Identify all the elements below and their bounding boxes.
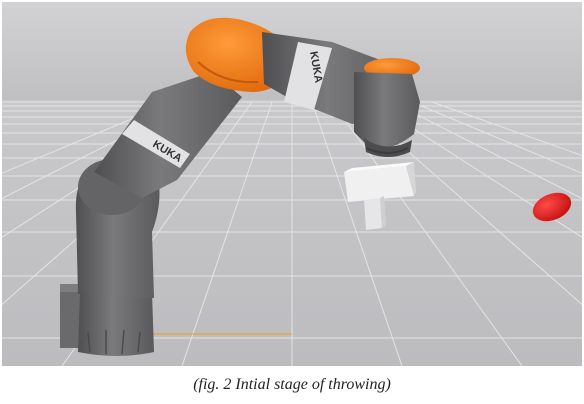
simulation-viewport[interactable]: KUKA KUKA: [2, 2, 582, 366]
robot-end-effector: [354, 72, 420, 157]
robot-base: [60, 284, 154, 356]
held-tool: [344, 162, 416, 230]
robot-middle-link: KUKA: [94, 72, 242, 198]
figure-caption: (fig. 2 Intial stage of throwing): [193, 376, 391, 393]
kuka-label-upper: KUKA: [307, 50, 324, 83]
target-object: [532, 192, 572, 222]
